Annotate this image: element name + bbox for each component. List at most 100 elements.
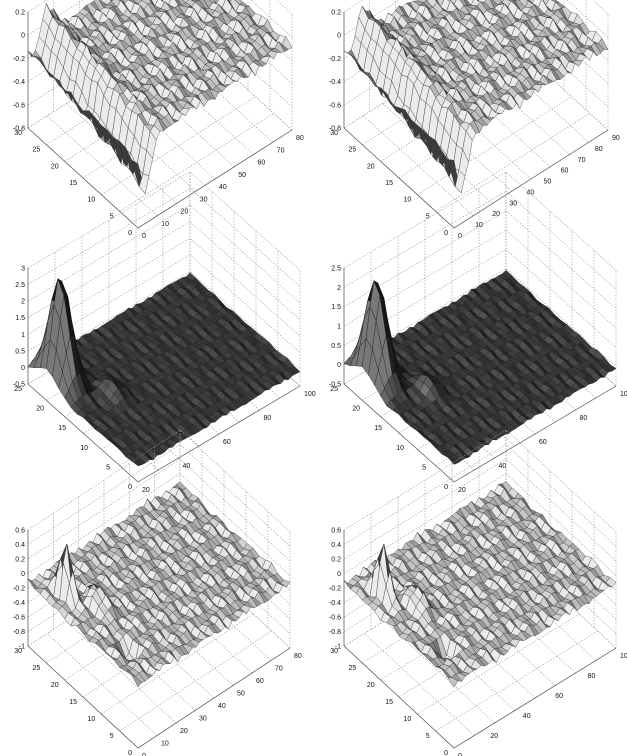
x-tick-label: 70 xyxy=(578,157,586,164)
y-tick-label: 10 xyxy=(88,716,96,723)
z-tick-label: -0.2 xyxy=(13,56,25,63)
x-tick-label: 70 xyxy=(275,666,283,673)
y-tick-label: 5 xyxy=(110,733,114,740)
x-tick-label: 90 xyxy=(612,135,620,142)
x-tick-label: 40 xyxy=(219,184,227,191)
z-tick-label: 0 xyxy=(337,571,341,578)
y-tick-label: 10 xyxy=(80,445,88,452)
x-tick-label: 20 xyxy=(492,211,500,218)
y-tick-label: 25 xyxy=(349,147,357,154)
z-tick-label: -0.8 xyxy=(329,629,341,636)
z-tick-label: 1.5 xyxy=(15,315,25,322)
y-tick-label: 0 xyxy=(444,484,448,491)
surface-mesh xyxy=(27,0,293,195)
x-tick-label: 0 xyxy=(142,233,146,240)
x-tick-label: 80 xyxy=(264,415,272,422)
y-tick-label: 15 xyxy=(58,425,66,432)
z-tick-label: 0 xyxy=(21,33,25,40)
x-tick-label: 50 xyxy=(544,179,552,186)
y-tick-label: 15 xyxy=(385,180,393,187)
y-tick-label: 15 xyxy=(69,699,77,706)
z-tick-label: 0.2 xyxy=(15,557,25,564)
x-tick-label: 40 xyxy=(523,713,531,720)
axes-frame xyxy=(27,12,293,229)
z-tick-label: -0.2 xyxy=(13,586,25,593)
z-tick-label: -0.6 xyxy=(13,615,25,622)
y-tick-label: 20 xyxy=(367,163,375,170)
surface-plot-bottom-right: 0.6 0.4 0.2 0 -0.2 -0.4 -0.6 -0.8 -130 25 20 15 10 5 0… xyxy=(329,429,627,756)
z-tick-label: 0.6 xyxy=(331,528,341,535)
z-tick-label: 0.5 xyxy=(331,343,341,350)
z-tick-label: -0.4 xyxy=(13,79,25,86)
y-tick-label: 5 xyxy=(110,213,114,220)
z-tick-label: 2 xyxy=(337,285,341,292)
y-tick-label: 25 xyxy=(349,665,357,672)
z-tick-label: 0.4 xyxy=(331,542,341,549)
z-tick-label: -0.4 xyxy=(329,600,341,607)
z-tick-label: -0.6 xyxy=(329,615,341,622)
y-tick-label: 15 xyxy=(374,425,382,432)
x-tick-label: 40 xyxy=(218,703,226,710)
y-tick-label: 25 xyxy=(33,147,41,154)
surface-mesh xyxy=(27,481,291,688)
z-tick-label: -1 xyxy=(335,644,341,651)
y-tick-label: 0 xyxy=(444,230,448,237)
y-tick-label: 30 xyxy=(14,130,22,137)
z-tick-label: -0.5 xyxy=(329,382,341,389)
z-tick-label: 0.6 xyxy=(15,528,25,535)
y-tick-label: 25 xyxy=(330,386,338,393)
x-tick-label: 20 xyxy=(458,487,466,494)
x-tick-label: 60 xyxy=(258,160,266,167)
x-tick-label: 0 xyxy=(142,753,146,756)
z-tick-label: 1 xyxy=(21,332,25,339)
y-tick-label: 5 xyxy=(422,464,426,471)
x-tick-label: 30 xyxy=(199,716,207,723)
x-tick-label: 20 xyxy=(181,209,189,216)
y-tick-label: 5 xyxy=(426,213,430,220)
x-tick-label: 20 xyxy=(180,728,188,735)
x-tick-label: 80 xyxy=(296,135,304,142)
y-tick-label: 0 xyxy=(444,750,448,756)
z-tick-label: 2 xyxy=(21,299,25,306)
z-tick-label: -0.4 xyxy=(329,79,341,86)
z-tick-label: -0.5 xyxy=(13,382,25,389)
z-tick-label: 3 xyxy=(21,266,25,273)
y-tick-label: 25 xyxy=(14,386,22,393)
surface-plot-bottom-left: 0.60.40.20-0.2-0.4-0.6-0.8-1302520151050… xyxy=(13,429,302,756)
x-tick-label: 80 xyxy=(294,653,302,660)
z-tick-label: 1.5 xyxy=(331,304,341,311)
x-tick-label: 40 xyxy=(183,463,191,470)
x-tick-label: 50 xyxy=(238,172,246,179)
x-tick-label: 60 xyxy=(561,168,569,175)
z-tick-label: 0.2 xyxy=(331,10,341,17)
x-tick-label: 30 xyxy=(509,200,517,207)
z-tick-label: 0 xyxy=(21,571,25,578)
x-tick-label: 100 xyxy=(620,391,627,398)
z-tick-label: 0 xyxy=(21,365,25,372)
axes-frame xyxy=(343,268,617,483)
z-tick-label: 0.2 xyxy=(331,557,341,564)
x-tick-label: 80 xyxy=(595,146,603,153)
y-tick-label: 10 xyxy=(404,716,412,723)
x-tick-label: 20 xyxy=(490,733,498,740)
y-tick-label: 10 xyxy=(88,197,96,204)
z-tick-label: 0 xyxy=(337,33,341,40)
axes-frame xyxy=(27,530,291,749)
z-tick-label: 0.2 xyxy=(15,10,25,17)
axes-frame xyxy=(343,12,609,229)
z-tick-label: -0.6 xyxy=(13,102,25,109)
x-tick-label: 70 xyxy=(277,147,285,154)
z-tick-label: -0.8 xyxy=(13,126,25,133)
x-tick-label: 60 xyxy=(256,678,264,685)
y-tick-label: 20 xyxy=(51,682,59,689)
x-tick-label: 100 xyxy=(620,653,627,660)
x-tick-label: 10 xyxy=(161,741,169,748)
surface-mesh xyxy=(343,480,617,688)
axes-frame xyxy=(343,530,617,749)
x-tick-label: 20 xyxy=(142,487,150,494)
x-tick-label: 0 xyxy=(458,233,462,240)
